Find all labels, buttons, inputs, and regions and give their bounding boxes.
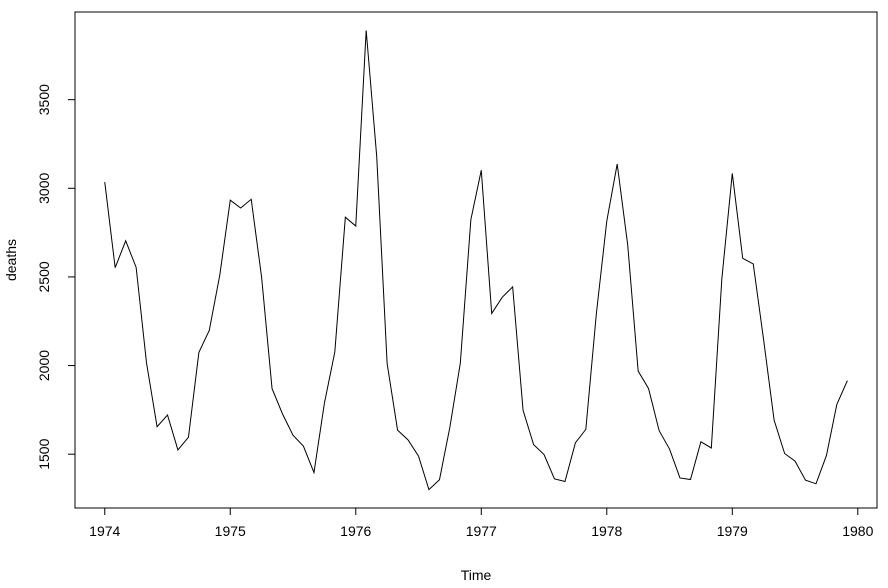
y-tick-label: 1500: [36, 438, 52, 469]
x-tick-label: 1979: [717, 523, 748, 539]
y-tick-label: 3500: [36, 84, 52, 115]
x-tick-label: 1977: [466, 523, 497, 539]
x-tick-label: 1975: [215, 523, 246, 539]
x-tick-label: 1978: [591, 523, 622, 539]
series-line: [104, 30, 848, 491]
y-tick-label: 3000: [36, 173, 52, 204]
plot-frame: [74, 11, 878, 509]
y-tick-label: 2500: [36, 261, 52, 292]
x-tick-label: 1976: [340, 523, 371, 539]
y-tick-label: 2000: [36, 350, 52, 381]
y-axis-title: deaths: [3, 239, 19, 281]
x-axis-title: Time: [461, 567, 492, 583]
x-tick-label: 1980: [842, 523, 873, 539]
x-tick-label: 1974: [89, 523, 120, 539]
